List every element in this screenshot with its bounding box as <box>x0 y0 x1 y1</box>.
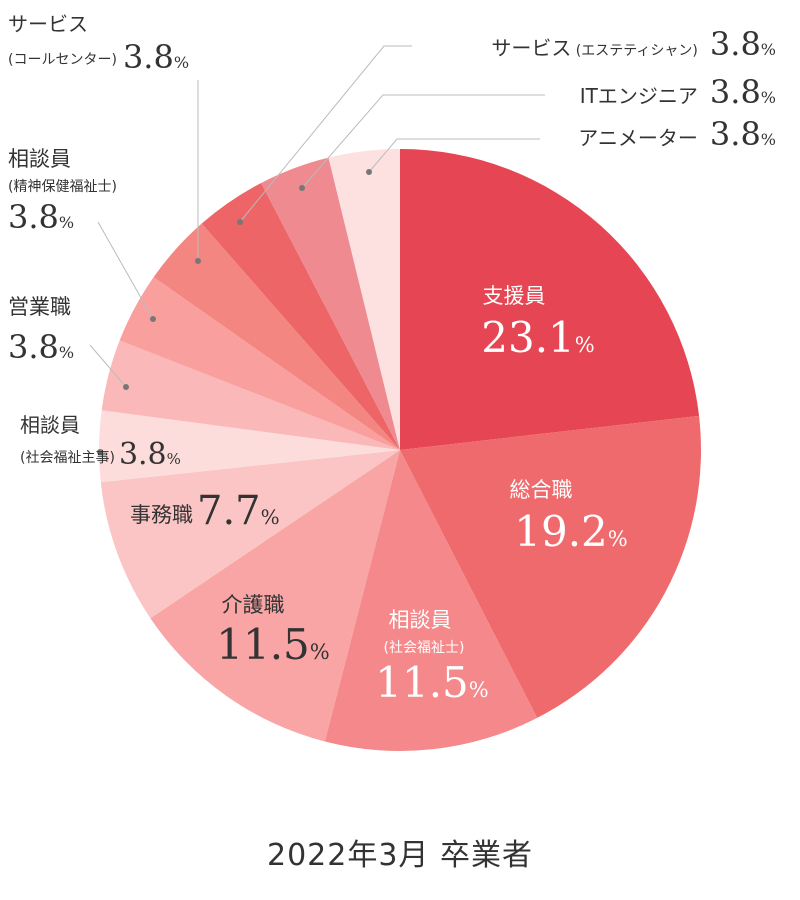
pie-slice-0 <box>400 149 700 450</box>
pie-slice-6 <box>101 340 400 450</box>
slice-label-3: 介護職 <box>222 593 285 617</box>
leader-dot-9 <box>237 219 243 225</box>
slice-label-11: アニメーター <box>578 126 698 150</box>
pie-slice-7 <box>119 277 401 450</box>
leader-dot-10 <box>299 185 305 191</box>
leader-line-10 <box>301 94 545 189</box>
slice-label-8: サービス <box>8 12 88 36</box>
leader-line-7 <box>97 221 154 320</box>
slice-sublabel-7: (精神保健福祉士) <box>8 179 117 195</box>
slice-label-4: 事務職 <box>130 503 193 527</box>
leader-dot-7 <box>150 316 156 322</box>
leader-line-11 <box>368 138 540 173</box>
slice-value-0: 23.1% <box>481 313 594 362</box>
pie-slice-10 <box>261 157 400 451</box>
pie-slice-3 <box>150 450 400 742</box>
pie-slices <box>99 149 701 752</box>
slice-value-3: 11.5% <box>216 620 329 669</box>
slice-label-10: ITエンジニア <box>580 84 698 108</box>
pie-slice-1 <box>400 415 701 718</box>
pie-slice-8 <box>153 223 400 450</box>
leader-line-9 <box>239 45 412 223</box>
pie-slice-4 <box>100 450 400 619</box>
slice-sublabel-2: (社会福祉士) <box>384 640 465 656</box>
slice-value-4: 7.7% <box>197 488 280 534</box>
slice-label-9: サービス (エステティシャン) <box>491 36 698 60</box>
pie-slice-9 <box>201 182 400 450</box>
slice-value-10: 3.8% <box>710 73 776 111</box>
slice-value-11: 3.8% <box>710 115 776 153</box>
slice-value-2: 11.5% <box>375 658 488 707</box>
slice-sublabel-5: (社会福祉主事) <box>20 450 115 466</box>
pie-slice-11 <box>328 149 400 450</box>
slice-value-1: 19.2% <box>514 507 627 556</box>
slice-value-6: 3.8% <box>8 328 74 366</box>
leader-dot-11 <box>366 169 372 175</box>
chart-caption: 2022年3月 卒業者 <box>267 838 533 873</box>
slice-label-0: 支援員 <box>483 284 546 308</box>
leader-dot-6 <box>123 384 129 390</box>
leader-lines <box>89 45 545 455</box>
leader-dot-5 <box>97 449 103 455</box>
leader-dot-8 <box>195 258 201 264</box>
slice-label-2: 相談員 <box>389 608 452 632</box>
pie-slice-5 <box>99 410 401 483</box>
pie-slice-2 <box>324 450 538 752</box>
leader-line-6 <box>89 344 127 388</box>
slice-value-9: 3.8% <box>710 25 776 63</box>
slice-label-7: 相談員 <box>8 147 71 171</box>
slice-value-8: 3.8% <box>123 38 189 76</box>
slice-value-7: 3.8% <box>8 198 74 236</box>
slice-labels: 支援員 23.1% 総合職 19.2% 相談員 (社会福祉士) 11.5% 介護職 11.5% 事… <box>8 12 776 707</box>
slice-value-5: 3.8% <box>119 437 181 472</box>
slice-sublabel-8: (コールセンター) <box>8 52 117 68</box>
slice-label-6: 営業職 <box>8 295 71 319</box>
slice-label-1: 総合職 <box>510 478 573 502</box>
slice-label-5: 相談員 <box>20 413 80 437</box>
